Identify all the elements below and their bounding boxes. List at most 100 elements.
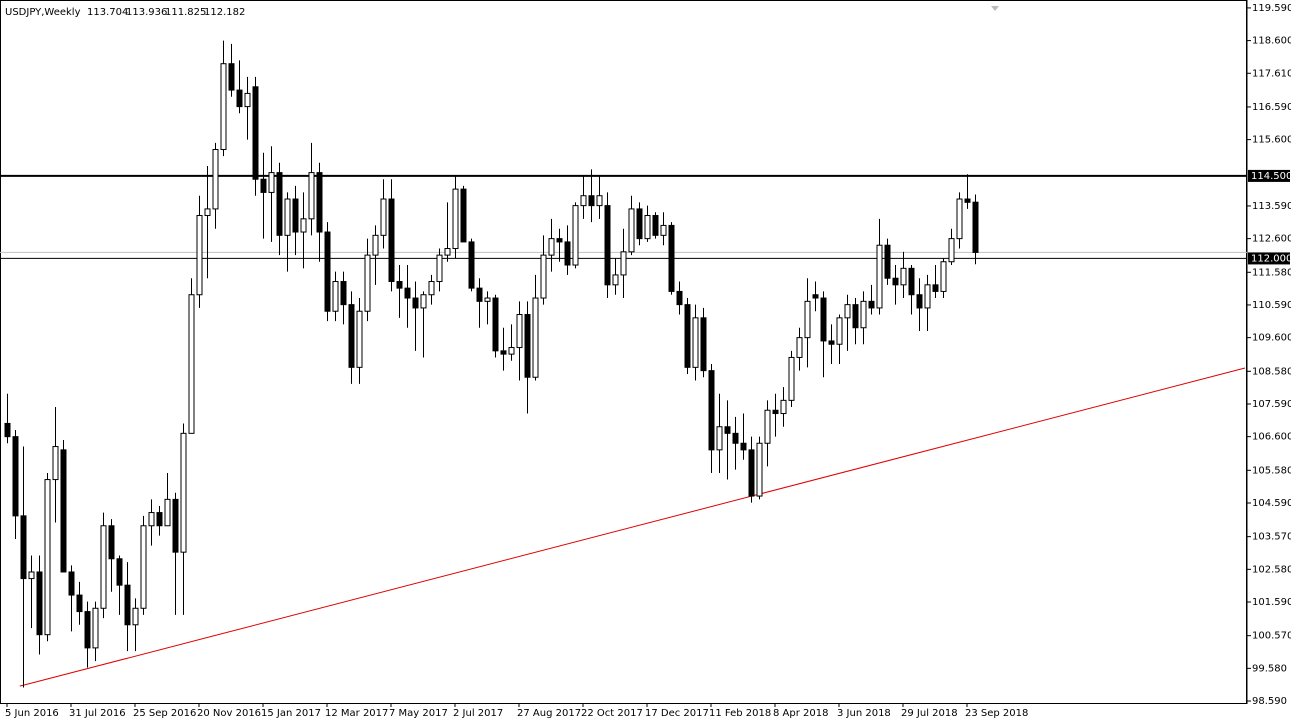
candle-body xyxy=(852,304,859,329)
candle-body xyxy=(788,356,795,401)
candle-body xyxy=(332,281,339,312)
candle-body xyxy=(956,198,963,240)
candle-body xyxy=(732,432,739,444)
y-tick-label: 110.590 xyxy=(1252,300,1291,311)
candle-body xyxy=(52,446,59,481)
y-tick-label: 118.600 xyxy=(1252,36,1291,47)
candle-body xyxy=(324,231,331,312)
candle-body xyxy=(844,304,851,319)
candle-body xyxy=(700,317,707,372)
candle-body xyxy=(116,558,123,586)
candle-body xyxy=(916,294,923,309)
candle-body xyxy=(940,261,947,292)
candle-body xyxy=(972,201,979,253)
candle-body xyxy=(4,422,11,438)
y-tick-label: 112.600 xyxy=(1252,234,1291,245)
shift-marker xyxy=(991,6,999,11)
candle-body xyxy=(628,208,635,253)
candle-body xyxy=(924,284,931,309)
candle-body xyxy=(108,525,115,560)
x-tick-label: 11 Feb 2018 xyxy=(709,708,771,719)
candle-body xyxy=(244,92,251,108)
y-tick-label: 101.590 xyxy=(1252,597,1291,608)
candle-body xyxy=(892,277,899,286)
candle-body xyxy=(772,409,779,415)
x-tick-label: 15 Jan 2017 xyxy=(261,708,321,719)
candle-body xyxy=(92,607,99,649)
candle-body xyxy=(292,198,299,233)
candle-body xyxy=(156,512,163,527)
candle-body xyxy=(372,234,379,256)
x-tick-label: 17 Dec 2017 xyxy=(645,708,709,719)
candle-body xyxy=(404,287,411,299)
candle-body xyxy=(532,297,539,378)
y-tick-label: 102.580 xyxy=(1252,564,1291,575)
candle-body xyxy=(100,525,107,609)
y-tick-label: 103.570 xyxy=(1252,532,1291,543)
candle-body xyxy=(476,287,483,302)
candle-body xyxy=(828,340,835,345)
candle-body xyxy=(212,149,219,210)
y-tick-label: 109.600 xyxy=(1252,333,1291,344)
x-tick-label: 5 Jun 2016 xyxy=(5,708,59,719)
candle-body xyxy=(868,300,875,309)
y-tick-label: 111.580 xyxy=(1252,267,1291,278)
candle-body xyxy=(876,244,883,309)
candle-body xyxy=(388,198,395,283)
x-tick-label: 22 Oct 2017 xyxy=(581,708,643,719)
candle-body xyxy=(692,317,699,368)
candle-body xyxy=(556,238,563,243)
candle-body xyxy=(276,172,283,236)
candle-body xyxy=(148,512,155,527)
y-tick-label: 104.590 xyxy=(1252,498,1291,509)
candle-body xyxy=(948,238,955,263)
candle-body xyxy=(964,198,971,203)
candle-body xyxy=(188,294,195,434)
y-tick-label: 119.590 xyxy=(1252,3,1291,14)
candle-body xyxy=(764,409,771,444)
candle-body xyxy=(660,224,667,236)
candle-body xyxy=(572,205,579,266)
candle-body xyxy=(740,442,747,451)
candle-body xyxy=(76,594,83,613)
y-tick-label: 108.580 xyxy=(1252,366,1291,377)
candle-body xyxy=(84,611,91,649)
y-tick-label: 106.600 xyxy=(1252,432,1291,443)
y-tick-label: 105.580 xyxy=(1252,465,1291,476)
candle-body xyxy=(612,274,619,286)
candle-body xyxy=(396,281,403,289)
candle-body xyxy=(748,449,755,497)
candle-body xyxy=(644,215,651,240)
candle-body xyxy=(252,86,259,180)
candle-body xyxy=(724,426,731,434)
candle-body xyxy=(860,300,867,329)
trendline xyxy=(19,367,1246,687)
x-tick-label: 2 Jul 2017 xyxy=(453,708,503,719)
plot-frame xyxy=(0,0,1247,704)
y-tick-label: 116.590 xyxy=(1252,102,1291,113)
candle-body xyxy=(420,294,427,309)
level-label-box xyxy=(1248,169,1290,182)
candle-body xyxy=(820,297,827,342)
symbol: USDJPY,Weekly xyxy=(5,7,81,18)
level-label: 114.500 xyxy=(1251,171,1291,182)
candle-body xyxy=(524,314,531,378)
candle-body xyxy=(900,267,907,286)
y-tick-label: 117.610 xyxy=(1252,68,1291,79)
level-label: 112.000 xyxy=(1251,253,1291,264)
header-low: 111.825 xyxy=(165,7,206,18)
candle-body xyxy=(884,244,891,279)
candle-body xyxy=(412,297,419,309)
candle-body xyxy=(20,515,27,580)
candle-body xyxy=(684,304,691,368)
candle-body xyxy=(508,347,515,355)
x-tick-label: 31 Jul 2016 xyxy=(69,708,126,719)
candle-body xyxy=(28,571,35,580)
y-tick-label: 115.600 xyxy=(1252,135,1291,146)
y-tick-label: 99.580 xyxy=(1252,663,1287,674)
y-tick-label: 98.590 xyxy=(1252,696,1287,707)
y-tick-label: 107.590 xyxy=(1252,399,1291,410)
candle-body xyxy=(380,198,387,236)
candle-body xyxy=(652,215,659,236)
candle-body xyxy=(164,498,171,527)
